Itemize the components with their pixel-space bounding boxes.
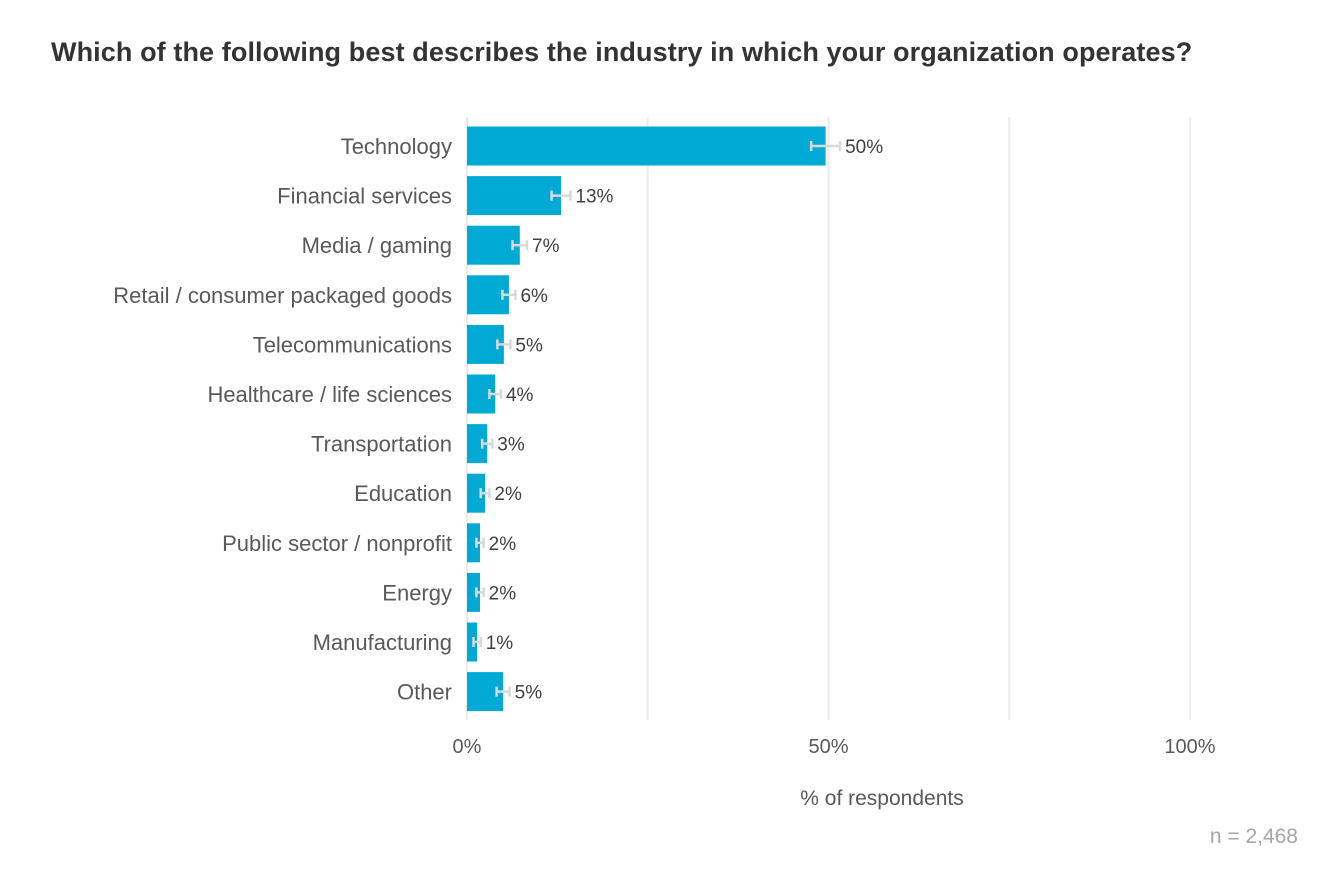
bar (467, 176, 561, 216)
value-label: 4% (506, 385, 534, 406)
bar (467, 225, 520, 265)
value-label: 13% (575, 187, 613, 208)
bar (467, 473, 486, 513)
value-label: 7% (532, 236, 560, 257)
category-label: Telecommunications (253, 332, 452, 357)
bar (467, 622, 478, 662)
x-axis-title: % of respondents (800, 787, 963, 810)
bar (467, 523, 481, 563)
value-label: 6% (520, 286, 548, 307)
category-label: Manufacturing (313, 630, 452, 655)
x-tick-label: 100% (1164, 736, 1215, 758)
bar (467, 424, 488, 464)
category-labels: Technology Financial services Media / gami… (113, 134, 452, 705)
category-label: Public sector / nonprofit (222, 531, 452, 556)
category-label: Transportation (311, 432, 452, 457)
value-label: 2% (489, 583, 517, 604)
value-label: 5% (515, 335, 543, 356)
category-label: Retail / consumer packaged goods (113, 283, 452, 308)
value-label: 3% (497, 435, 525, 456)
x-tick-label: 50% (808, 736, 848, 758)
grid-lines (466, 117, 1191, 720)
chart-title: Which of the following best describes th… (51, 37, 1193, 67)
x-axis-ticks: 0% 50% 100% (453, 736, 1216, 758)
category-label: Media / gaming (302, 233, 452, 258)
category-label: Energy (382, 580, 452, 605)
x-tick-label: 0% (453, 736, 482, 758)
bar (467, 572, 481, 612)
value-label: 2% (494, 484, 522, 505)
value-label: 5% (515, 683, 543, 704)
bars (467, 126, 826, 712)
error-bars (472, 141, 842, 697)
value-labels: 50% 13% 7% 6% 5% 4% 3% 2% 2% 2% 1% 5% (486, 137, 883, 704)
category-label: Technology (341, 134, 452, 159)
value-label: 50% (845, 137, 883, 158)
value-label: 1% (486, 633, 514, 654)
category-label: Other (397, 680, 452, 705)
bar (467, 126, 826, 166)
category-label: Healthcare / life sciences (207, 382, 452, 407)
category-label: Financial services (277, 184, 452, 209)
category-label: Education (354, 481, 452, 506)
value-label: 2% (489, 534, 517, 555)
sample-size-note: n = 2,468 (1210, 825, 1298, 848)
